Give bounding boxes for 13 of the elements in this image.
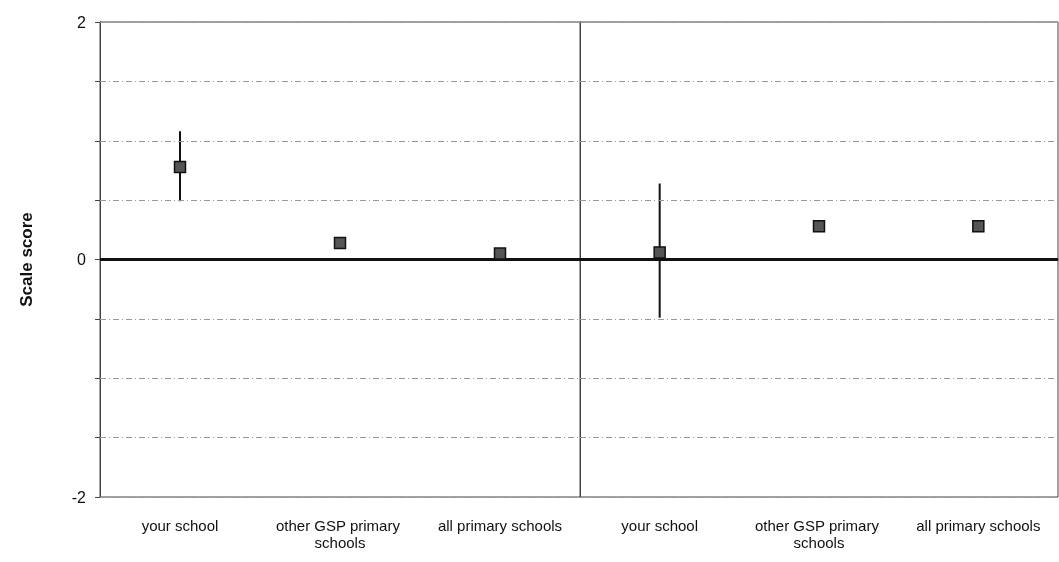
y-tick-label: 0 xyxy=(77,251,87,268)
point xyxy=(173,160,187,174)
x-tick-label: all primary schools xyxy=(437,517,563,534)
x-tick-label: other GSP primary schools xyxy=(275,517,405,551)
x-tick-label: all primary schools xyxy=(916,517,1041,534)
x-tick-label: other GSP primary schools xyxy=(754,517,884,551)
y-tick-label: -2 xyxy=(71,488,87,506)
y-tick-label: 2 xyxy=(77,13,87,31)
x-tick-label: your school xyxy=(141,517,219,534)
y-axis-title: Scale score xyxy=(17,212,36,307)
point xyxy=(493,247,507,260)
x-tick-label: your school xyxy=(621,517,699,534)
point xyxy=(333,236,347,250)
